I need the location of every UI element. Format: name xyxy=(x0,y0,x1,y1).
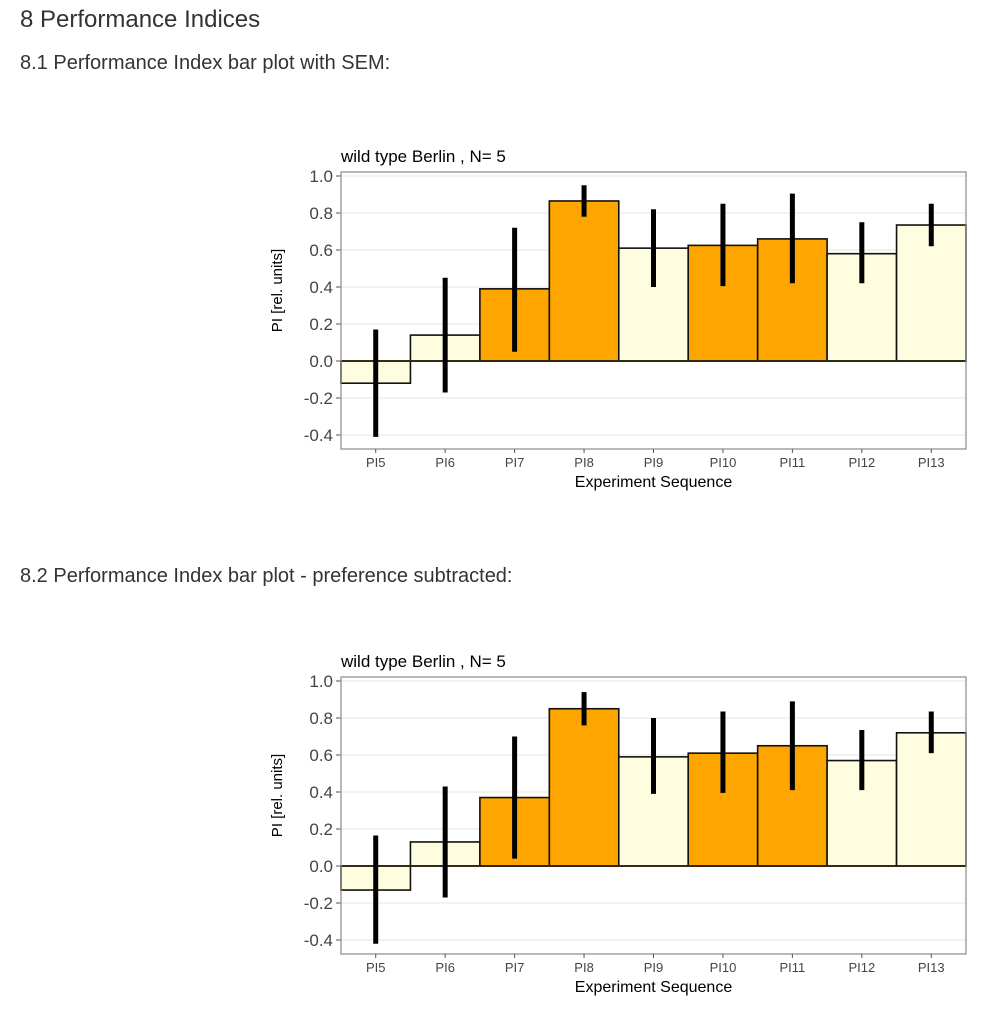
subsection-title-sem: 8.1 Performance Index bar plot with SEM: xyxy=(20,52,391,74)
y-tick-label: 0.8 xyxy=(309,709,333,728)
y-tick-label: 0.2 xyxy=(309,820,333,839)
pi-bar-chart-sem: wild type Berlin , N= 5 1.0 0.8 0.6 0.4 0.2 0.… xyxy=(269,147,967,491)
x-axis-label: Experiment Sequence xyxy=(575,474,733,491)
y-tick-label: 1.0 xyxy=(309,672,333,691)
x-tick-label: PI6 xyxy=(435,455,455,470)
chart-title: wild type Berlin , N= 5 xyxy=(340,147,506,166)
x-axis-label: Experiment Sequence xyxy=(575,979,733,996)
y-tick-label: 0.2 xyxy=(309,315,333,334)
x-tick-label: PI6 xyxy=(435,960,455,975)
x-tick-label: PI10 xyxy=(710,455,737,470)
x-tick-label: PI13 xyxy=(918,960,945,975)
chart-title: wild type Berlin , N= 5 xyxy=(340,652,506,671)
x-tick-label: PI8 xyxy=(574,960,594,975)
x-tick-label: PI11 xyxy=(779,960,805,975)
y-tick-label: -0.4 xyxy=(304,426,333,445)
pi-bar-chart-pref-subtracted: wild type Berlin , N= 5 1.0 0.8 0.6 0.4 0.2 0.… xyxy=(269,652,967,996)
y-tick-label: 0.6 xyxy=(309,746,333,765)
x-tick-label: PI12 xyxy=(848,455,875,470)
x-tick-label: PI11 xyxy=(779,455,805,470)
x-tick-label: PI7 xyxy=(505,960,525,975)
y-tick-label: -0.2 xyxy=(304,389,333,408)
y-axis-label: PI [rel. units] xyxy=(269,754,286,837)
y-tick-label: 0.4 xyxy=(309,278,333,297)
y-axis-label: PI [rel. units] xyxy=(269,249,286,332)
x-tick-label: PI9 xyxy=(644,455,664,470)
x-tick-label: PI12 xyxy=(848,960,875,975)
y-tick-label: 0.8 xyxy=(309,204,333,223)
x-tick-label: PI5 xyxy=(366,455,386,470)
x-tick-label: PI5 xyxy=(366,960,386,975)
subsection-title-pref-subtracted: 8.2 Performance Index bar plot - prefere… xyxy=(20,565,513,587)
bar-pi8 xyxy=(548,200,620,362)
x-tick-label: PI7 xyxy=(505,455,525,470)
x-tick-label: PI9 xyxy=(644,960,664,975)
section-title: 8 Performance Indices xyxy=(20,6,261,33)
y-tick-label: -0.2 xyxy=(304,894,333,913)
x-tick-label: PI10 xyxy=(710,960,737,975)
x-tick-label: PI13 xyxy=(918,455,945,470)
y-tick-label: 0.0 xyxy=(309,857,333,876)
y-tick-label: 0.4 xyxy=(309,783,333,802)
x-tick-label: PI8 xyxy=(574,455,594,470)
bar-pi13 xyxy=(895,224,967,362)
y-tick-label: -0.4 xyxy=(304,931,333,950)
y-tick-label: 0.6 xyxy=(309,241,333,260)
bar-pi8 xyxy=(548,707,620,867)
y-tick-label: 0.0 xyxy=(309,352,333,371)
y-tick-label: 1.0 xyxy=(309,167,333,186)
